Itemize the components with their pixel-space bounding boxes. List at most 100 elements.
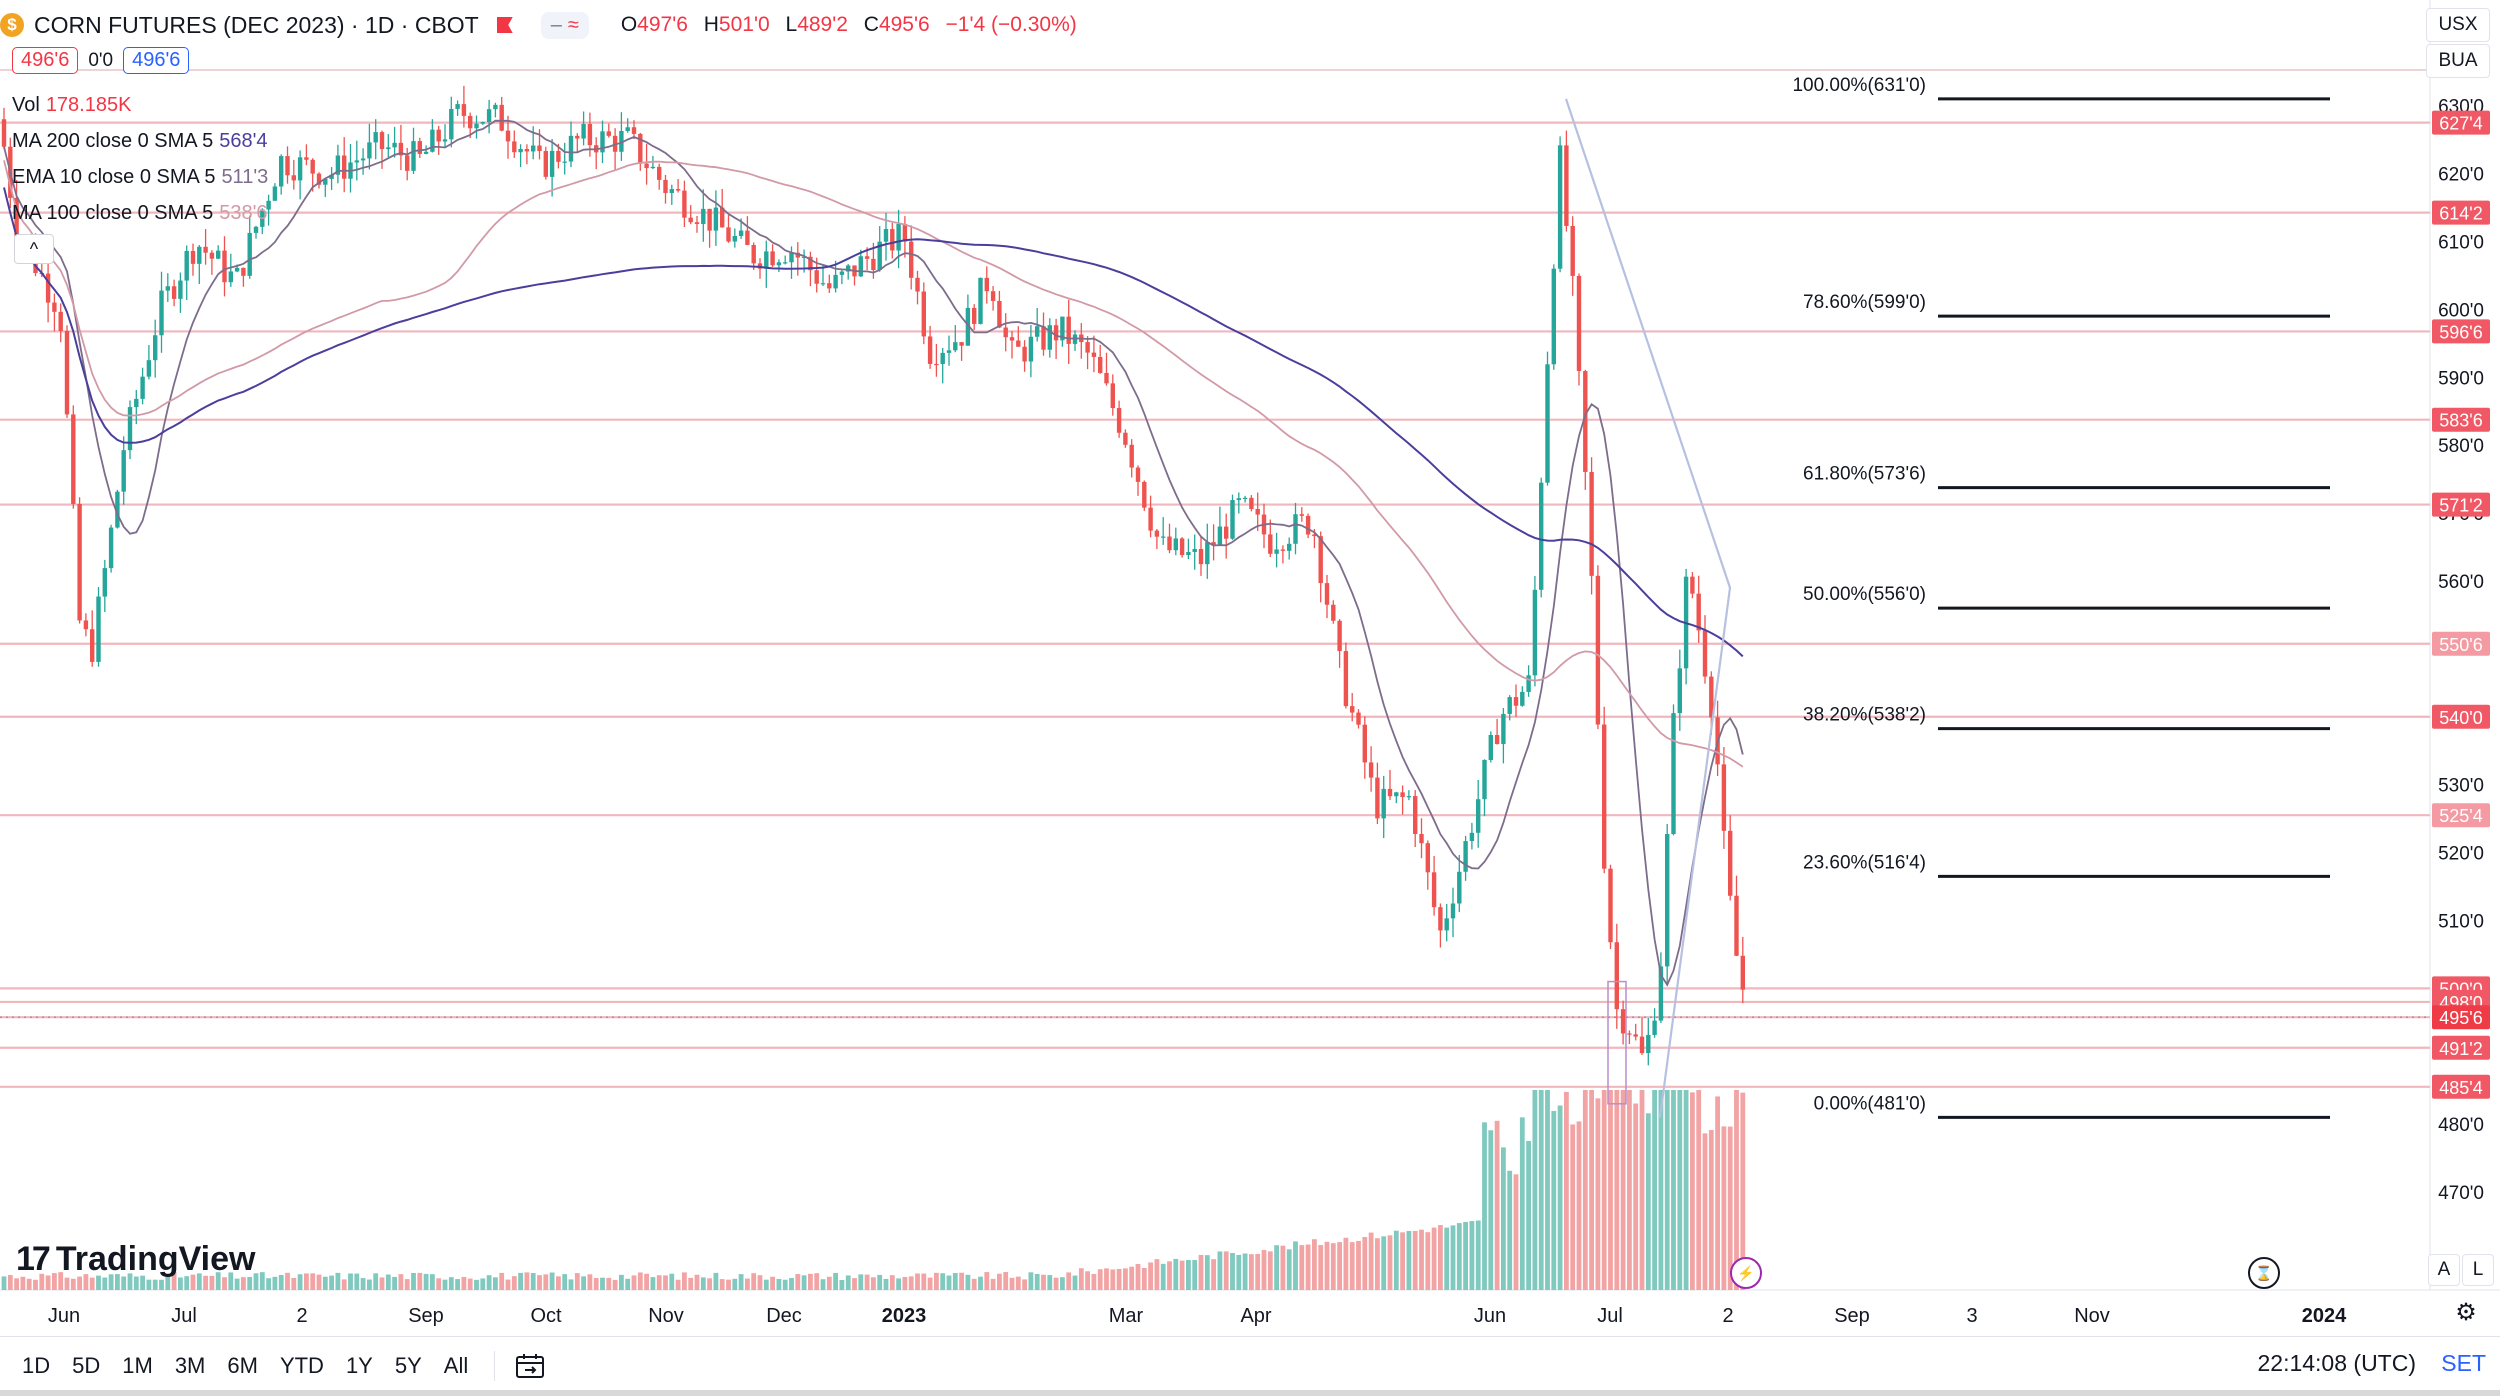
candle-body: [436, 129, 441, 142]
volume-bar: [1532, 1090, 1538, 1290]
symbol-title[interactable]: CORN FUTURES (DEC 2023) · 1D · CBOT: [34, 11, 479, 38]
price-tick-label: 520'0: [2438, 844, 2484, 865]
timeframe-1y[interactable]: 1Y: [345, 1353, 373, 1378]
volume-bar: [1582, 1090, 1588, 1290]
volume-bar: [1608, 1090, 1613, 1290]
candle-body: [64, 330, 70, 415]
sell-price-button[interactable]: 496'6: [12, 47, 79, 74]
candle-body: [449, 108, 454, 140]
volume-bar: [1595, 1098, 1601, 1290]
volume-bar: [234, 1278, 240, 1290]
chart-mode-toggle[interactable]: – ≈: [540, 11, 589, 39]
session-button[interactable]: SET: [2441, 1350, 2486, 1376]
volume-bar: [423, 1273, 429, 1290]
candle-body: [1457, 871, 1462, 904]
legend-ma200[interactable]: MA 200 close 0 SMA 5 568'4: [12, 130, 268, 153]
volume-bar: [1, 1276, 7, 1290]
price-tick-label: 620'0: [2438, 165, 2484, 186]
candle-body: [1576, 275, 1582, 372]
volume-bar: [1494, 1120, 1500, 1290]
volume-bar: [52, 1273, 57, 1290]
auto-scale-button[interactable]: A: [2428, 1254, 2460, 1286]
volume-bar: [1488, 1130, 1494, 1290]
log-scale-button[interactable]: L: [2462, 1254, 2494, 1286]
candle-body: [953, 342, 958, 351]
timeframe-1d[interactable]: 1D: [22, 1353, 51, 1378]
timeframe-5y[interactable]: 5Y: [394, 1353, 422, 1378]
unit-selector[interactable]: BUA: [2426, 44, 2490, 78]
currency-selector[interactable]: USX: [2426, 8, 2490, 42]
legend-ema10[interactable]: EMA 10 close 0 SMA 5 511'3: [12, 166, 268, 189]
lightning-icon[interactable]: ⚡: [1730, 1257, 1762, 1289]
price-level-badge: [2432, 1035, 2490, 1060]
candle-body: [1658, 966, 1664, 1021]
volume-bar: [1381, 1236, 1387, 1290]
candle-body: [644, 163, 649, 169]
volume-bar: [713, 1272, 719, 1290]
candle-body: [946, 350, 952, 353]
volume-bar: [663, 1275, 668, 1290]
buy-price-button[interactable]: 496'6: [123, 47, 190, 74]
candle-body: [468, 115, 473, 129]
collapse-legend-button[interactable]: ^: [14, 234, 54, 264]
candle-body: [1098, 356, 1103, 373]
flag-icon[interactable]: [496, 17, 513, 33]
volume-bar: [650, 1277, 656, 1290]
volume-bar: [417, 1272, 423, 1290]
timeframe-ytd[interactable]: YTD: [279, 1353, 324, 1378]
volume-bar: [1179, 1260, 1185, 1290]
volume-bar: [1053, 1277, 1059, 1290]
open-label: O: [620, 13, 638, 36]
volume-bar: [499, 1272, 505, 1290]
bottom-strip: [0, 1390, 2500, 1396]
volume-bar: [934, 1272, 939, 1290]
spread-value: 0'0: [88, 49, 114, 71]
hourglass-icon[interactable]: ⌛: [2248, 1257, 2280, 1289]
candle-body: [209, 252, 215, 259]
legend-volume[interactable]: Vol 178.185K: [12, 94, 131, 117]
candle-body: [512, 141, 517, 153]
timeframe-3m[interactable]: 3M: [174, 1353, 206, 1378]
legend-ma100[interactable]: MA 100 close 0 SMA 5 538'6: [12, 202, 268, 225]
volume-bar: [864, 1274, 870, 1290]
candle-body: [631, 127, 637, 134]
volume-bar: [115, 1274, 120, 1290]
volume-bar: [70, 1278, 76, 1290]
volume-bar: [518, 1272, 523, 1290]
timeframe-all[interactable]: All: [443, 1353, 469, 1378]
candle-body: [1595, 575, 1601, 725]
volume-bar: [820, 1279, 826, 1290]
volume-bar: [562, 1274, 568, 1290]
volume-bar: [297, 1274, 303, 1290]
candle-body: [537, 145, 542, 152]
candle-body: [228, 271, 233, 283]
utc-clock[interactable]: 22:14:08 (UTC): [2257, 1350, 2416, 1376]
volume-bar: [600, 1277, 605, 1290]
price-tick-label: 580'0: [2438, 436, 2484, 457]
volume-bar: [272, 1276, 278, 1290]
candle-body: [694, 222, 700, 224]
close-value: 495'6: [878, 13, 930, 36]
volume-bar: [1400, 1232, 1405, 1290]
price-chart[interactable]: 630'0620'0610'0600'0590'0580'0570'0560'0…: [0, 0, 2500, 1336]
candle-body: [1551, 268, 1556, 365]
volume-bar: [675, 1279, 681, 1290]
candle-body: [1350, 706, 1355, 713]
volume-bar: [1330, 1243, 1336, 1290]
volume-bar: [335, 1272, 341, 1290]
volume-bar: [669, 1273, 675, 1290]
volume-bar: [1349, 1242, 1355, 1290]
candle-body: [1602, 724, 1607, 869]
volume-bar: [196, 1273, 202, 1290]
settings-gear-icon[interactable]: ⚙: [2452, 1298, 2480, 1326]
timeframe-1m[interactable]: 1M: [122, 1353, 153, 1378]
volume-bar: [39, 1273, 45, 1290]
candle-body: [638, 133, 643, 164]
timeframe-6m[interactable]: 6M: [227, 1353, 258, 1378]
candle-body: [846, 265, 851, 272]
volume-bar: [159, 1279, 164, 1290]
timeframe-5d[interactable]: 5D: [72, 1353, 101, 1378]
date-range-icon[interactable]: [515, 1353, 545, 1379]
volume-bar: [1078, 1268, 1084, 1290]
candle-body: [909, 241, 914, 278]
